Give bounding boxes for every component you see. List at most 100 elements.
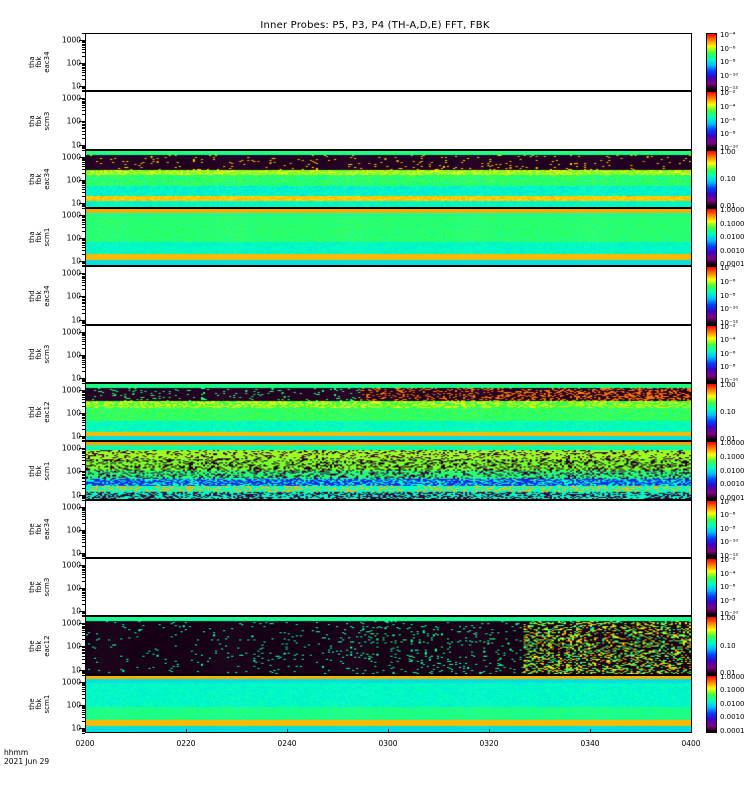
y-tick-minor: [82, 217, 85, 219]
y-tick-label: 10: [71, 606, 81, 616]
colorbar-tick-label: 0.1000: [720, 686, 745, 695]
x-tick-major: [85, 729, 86, 733]
colorbar-tick-label: 10⁻⁸: [720, 291, 736, 300]
colorbar-tick-label: 0.10: [720, 408, 736, 417]
y-tick-minor: [82, 649, 85, 651]
colorbar-tick-label: 1.0000: [720, 672, 745, 681]
y-tick-minor: [82, 616, 85, 618]
y-tick-minor: [82, 172, 85, 174]
spectrogram-panel-thd-fbk-eac12[interactable]: [85, 383, 692, 442]
y-tick-minor: [82, 437, 85, 439]
y-tick-minor: [82, 128, 85, 130]
spectrogram-panel-tha-fbk-eac34[interactable]: [85, 33, 692, 92]
y-tick-minor: [82, 383, 85, 384]
spectrogram-panel-thd-fbk-scm3[interactable]: [85, 324, 692, 383]
colorbar-tick-label: 10⁻⁸: [720, 58, 736, 67]
y-tick-label: 10: [71, 140, 81, 150]
colorbar-tick-label: 10⁻¹⁰: [720, 538, 739, 547]
y-tick-major: [79, 564, 85, 566]
y-tick-major: [79, 389, 85, 391]
y-tick-minor: [82, 511, 85, 513]
y-tick-label: 1000: [61, 443, 81, 453]
spectrogram-data-tha-fbk-eac34: [86, 34, 691, 91]
spectrogram-panel-the-fbk-scm1[interactable]: [85, 674, 692, 733]
y-tick-minor: [82, 693, 85, 695]
y-tick-minor: [82, 180, 85, 182]
colorbar-tick-label: 0.01: [720, 668, 736, 677]
colorbar-tick-label: 10⁻⁶: [720, 277, 736, 286]
y-tick-minor: [82, 241, 85, 243]
spectrogram-panel-thd-fbk-eac34[interactable]: [85, 266, 692, 325]
y-tick-label: 100: [66, 116, 81, 126]
colorbar-bfield-amplitude: [706, 441, 717, 500]
y-tick-major: [79, 611, 85, 613]
y-tick-minor: [82, 545, 85, 547]
y-tick-minor: [82, 507, 85, 509]
y-tick-label: 100: [66, 641, 81, 651]
y-tick-minor: [82, 239, 85, 241]
y-tick-minor: [82, 298, 85, 300]
colorbar-tick-label: 10⁻¹²: [720, 85, 739, 94]
y-tick-label: 10: [71, 373, 81, 383]
y-tick-major: [79, 448, 85, 450]
y-tick-major: [79, 354, 85, 356]
y-tick-minor: [82, 124, 85, 126]
colorbar-tick-label: 0.0010: [720, 480, 745, 489]
y-tick-minor: [82, 438, 85, 440]
colorbar-efield-amplitude: [706, 149, 717, 208]
y-tick-minor: [82, 614, 85, 616]
y-tick-minor: [82, 46, 85, 48]
y-tick-minor: [82, 99, 85, 101]
y-tick-minor: [82, 487, 85, 489]
y-tick-minor: [82, 203, 85, 205]
y-tick-minor: [82, 72, 85, 74]
y-tick-minor: [82, 105, 85, 107]
y-tick-minor: [82, 49, 85, 51]
y-tick-label: 1000: [61, 152, 81, 162]
y-tick-minor: [82, 89, 85, 91]
spectrogram-data-the-fbk-scm3: [86, 559, 691, 616]
spectrogram-panel-the-fbk-scm3[interactable]: [85, 558, 692, 617]
y-tick-minor: [82, 358, 85, 360]
spectrogram-panel-tha-fbk-scm1[interactable]: [85, 208, 692, 267]
colorbar-gradient: [707, 500, 716, 557]
spectrogram-panel-tha-fbk-scm3[interactable]: [85, 91, 692, 150]
y-tick-major: [79, 669, 85, 671]
y-tick-minor: [82, 396, 85, 398]
y-tick-minor: [82, 52, 85, 54]
spectrogram-panel-the-fbk-eac12[interactable]: [85, 616, 692, 675]
y-tick-minor: [82, 312, 85, 314]
y-tick-label: 100: [66, 700, 81, 710]
y-tick-label: 10: [71, 665, 81, 675]
x-tick-label: 0340: [580, 739, 600, 748]
y-tick-minor: [82, 406, 85, 408]
spectrogram-panel-thd-fbk-scm1[interactable]: [85, 441, 692, 500]
x-tick-major: [691, 729, 692, 733]
spectrogram-panel-tha-fbk-eac34-amp[interactable]: [85, 149, 692, 208]
y-tick-label: 10: [71, 431, 81, 441]
x-tick-label: 0400: [681, 739, 701, 748]
y-tick-minor: [82, 122, 85, 124]
y-tick-minor: [82, 41, 85, 43]
colorbar-tick-label: 10⁻⁴: [720, 569, 736, 578]
y-tick-minor: [82, 425, 85, 427]
colorbar-tick-label: 0.1000: [720, 219, 745, 228]
y-tick-minor: [82, 441, 85, 443]
colorbar-tick-label: 0.0001: [720, 493, 745, 502]
y-tick-label: 1000: [61, 502, 81, 512]
y-tick-minor: [82, 570, 85, 572]
y-tick-minor: [82, 453, 85, 455]
y-tick-minor: [82, 416, 85, 418]
colorbar-efield-psd: [706, 33, 717, 92]
y-tick-minor: [82, 370, 85, 372]
y-tick-minor: [82, 145, 85, 147]
y-tick-minor: [82, 591, 85, 593]
y-tick-minor: [82, 474, 85, 476]
y-tick-minor: [82, 75, 85, 77]
spectrogram-panel-the-fbk-eac34[interactable]: [85, 499, 692, 558]
y-tick-minor: [82, 65, 85, 67]
y-tick-label: 10: [71, 256, 81, 266]
y-tick-major: [79, 506, 85, 508]
y-tick-minor: [82, 429, 85, 431]
